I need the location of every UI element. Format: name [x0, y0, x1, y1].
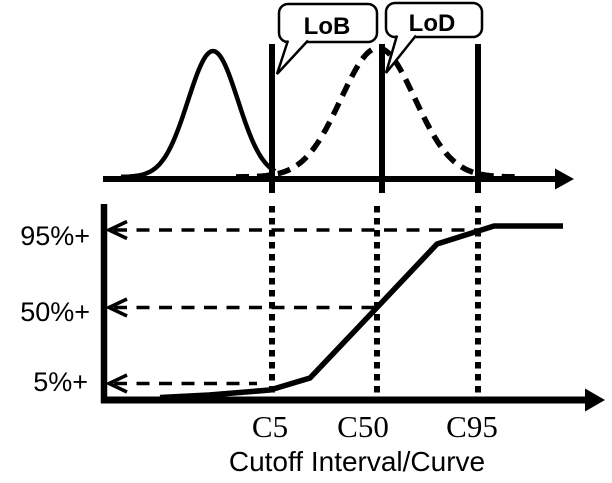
level-95-left-arrowhead [104, 219, 128, 241]
x-tick-c95: C95 [446, 409, 498, 444]
y-label-5: 5%+ [33, 367, 88, 397]
x-axis-title: Cutoff Interval/Curve [229, 446, 485, 477]
x-tick-c5: C5 [252, 409, 288, 444]
lod-callout-box [384, 1, 484, 39]
lob-callout-tail [275, 39, 309, 75]
sample-distribution-curve [236, 45, 517, 180]
lob-callout-label: LoB [304, 13, 351, 40]
blank-distribution-curve [120, 48, 277, 180]
level-5-left-arrowhead [104, 373, 128, 394]
bottom-x-axis-arrowhead [585, 388, 605, 412]
lod-callout-label: LoD [409, 10, 456, 37]
cutoff-callouts [275, 1, 484, 75]
top-x-axis-arrowhead [555, 168, 574, 190]
lob-callout-box [277, 2, 379, 44]
x-tick-c50: C50 [337, 409, 389, 444]
y-label-95: 95%+ [20, 221, 90, 251]
y-label-50: 50%+ [20, 297, 90, 327]
top-panel-distributions [103, 44, 574, 193]
lod-callout-tail [384, 34, 417, 74]
level-50-left-arrowhead [104, 297, 128, 318]
hit-rate-curve [159, 223, 563, 401]
bottom-panel-hit-rate [100, 204, 605, 412]
